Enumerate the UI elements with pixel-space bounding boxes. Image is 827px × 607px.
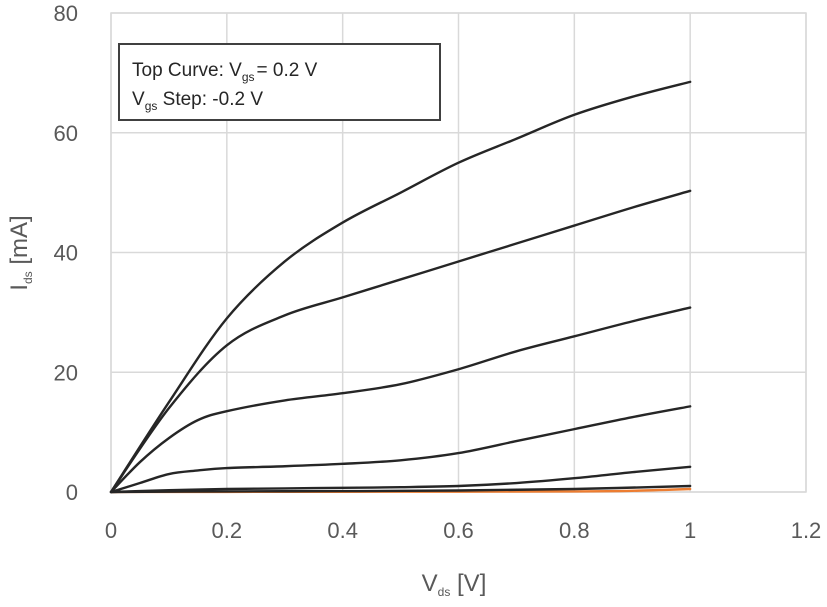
x-tick-label: 0.8 (559, 518, 590, 543)
y-tick-label: 40 (54, 241, 78, 266)
series-line-3 (109, 306, 692, 494)
y-tick-label: 60 (54, 121, 78, 146)
y-tick-label: 0 (66, 480, 78, 505)
x-tick-label: 1 (684, 518, 696, 543)
series-line-6 (109, 484, 692, 494)
series-line-5 (109, 465, 692, 494)
x-tick-label: 1.2 (791, 518, 822, 543)
legend-line-2: Vgs Step: -0.2 V (132, 89, 263, 113)
tick-labels: 0 0.2 0.4 0.6 0.8 1 1.2 0 20 40 60 80 (54, 1, 822, 543)
series-line-2 (109, 189, 692, 494)
x-tick-label: 0.6 (443, 518, 474, 543)
x-tick-label: 0.2 (212, 518, 243, 543)
series-line-1 (109, 80, 692, 494)
x-tick-label: 0.4 (327, 518, 358, 543)
y-tick-label: 20 (54, 360, 78, 385)
y-tick-label: 80 (54, 1, 78, 26)
curves (109, 80, 692, 494)
x-axis-title: Vds [V] (422, 570, 487, 599)
y-axis-title: Ids [mA] (6, 215, 35, 290)
series-line-4 (109, 405, 692, 494)
legend-box: Top Curve: Vgs = 0.2 V Vgs Step: -0.2 V (118, 43, 441, 121)
legend-frame (118, 43, 441, 121)
legend-line-1: Top Curve: Vgs = 0.2 V (132, 60, 318, 84)
x-tick-label: 0 (105, 518, 117, 543)
